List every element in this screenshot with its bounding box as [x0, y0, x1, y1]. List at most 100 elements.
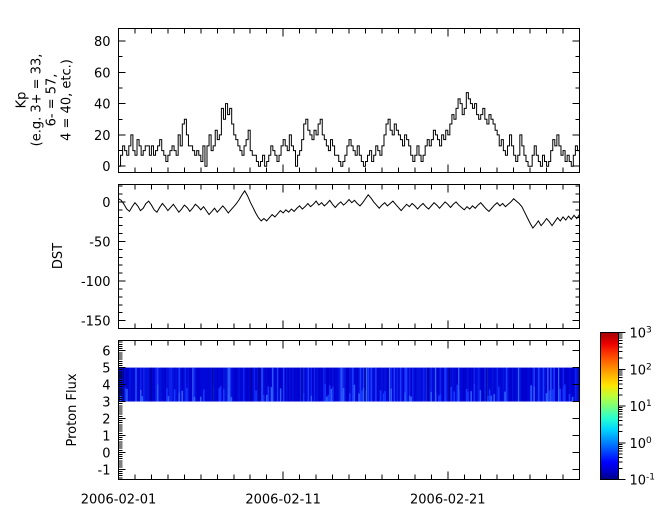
spectrogram-column: [554, 367, 558, 402]
dst-x-ticks: [118, 184, 580, 329]
spectrogram-column: [441, 367, 444, 402]
spectrogram-column-lowband: [199, 396, 203, 402]
spectrogram-column: [455, 367, 458, 402]
spectrogram-column-lowband: [270, 387, 273, 402]
spectrogram-column: [127, 367, 130, 402]
spectrogram-column: [376, 367, 379, 402]
kp-axis-title-line: 4 = 40, etc.): [60, 59, 75, 141]
spectrogram-column: [159, 367, 163, 402]
spectrogram-column: [146, 367, 149, 402]
spectrogram-column: [304, 367, 307, 402]
spectrogram-column: [444, 367, 447, 402]
spectrogram-column: [350, 367, 353, 402]
spectrogram-column: [408, 367, 412, 402]
spectrogram-column-lowband: [329, 385, 332, 402]
proton-flux-y-minor-ticks: [118, 341, 123, 479]
spectrogram-column: [419, 367, 422, 402]
spectrogram-streak-dark: [427, 367, 429, 402]
spectrogram-column: [478, 367, 481, 402]
spectrogram-column: [525, 367, 528, 402]
spectrogram-column: [124, 367, 127, 402]
spectrogram-column: [433, 367, 436, 402]
spectrogram-column: [206, 367, 209, 402]
spectrogram-column: [219, 367, 223, 402]
spectrogram-column-lowband: [453, 391, 456, 402]
colorbar-mantissa: 10: [630, 363, 647, 378]
spectrogram-column: [428, 367, 432, 402]
spectrogram-column: [238, 367, 241, 402]
spectrogram-column: [333, 367, 336, 402]
spectrogram-column: [332, 367, 335, 402]
proton-flux-x-ticks: [118, 340, 580, 480]
spectrogram-column: [534, 367, 538, 402]
spectrogram-column-lowband: [186, 387, 189, 402]
spectrogram-column: [130, 367, 133, 402]
spectrogram-column: [153, 367, 156, 402]
spectrogram-column: [141, 367, 144, 402]
spectrogram-column-lowband: [473, 384, 476, 402]
spectrogram-column: [295, 367, 298, 402]
kp-y-tick-label: 20: [94, 129, 111, 144]
kp-axis-title-line: 6- = 57,: [45, 74, 60, 127]
spectrogram-column: [298, 367, 301, 402]
proton-flux-y-tick-label: 5: [102, 362, 110, 377]
dst-y-tick-labels: 0 -50 -100 -150: [81, 196, 111, 330]
spectrogram-column: [424, 367, 427, 402]
spectrogram-column: [173, 367, 176, 402]
spectrogram-column: [490, 367, 493, 402]
dst-data-trace: [118, 189, 580, 229]
spectrogram-column: [453, 367, 456, 402]
spectrogram-column-lowband: [126, 388, 129, 402]
spectrogram-column: [385, 367, 389, 402]
spectrogram-column: [207, 367, 210, 402]
spectrogram-column-lowband: [332, 386, 335, 402]
spectrogram-column: [198, 367, 201, 402]
kp-axis-title: Kp (e.g. 3+ = 33, 6- = 57, 4 = 40, etc.): [15, 54, 75, 147]
spectrogram-column: [505, 367, 508, 402]
spectrogram-column: [530, 367, 533, 402]
spectrogram-column-lowband: [325, 396, 329, 402]
spectrogram-column: [447, 367, 450, 402]
spectrogram-column-lowband: [267, 386, 270, 402]
kp-y-tick-label: 40: [94, 98, 111, 113]
spectrogram-streak: [365, 367, 368, 402]
spectrogram-column: [468, 367, 471, 402]
proton-flux-axis-title-text: Proton Flux: [65, 373, 80, 446]
spectrogram-column: [459, 367, 462, 402]
spectrogram-column: [290, 367, 293, 402]
spectrogram-column: [189, 367, 192, 402]
spectrogram-column: [396, 367, 399, 402]
kp-x-ticks: [118, 28, 580, 173]
x-axis-date-label: 2006-02-01: [81, 493, 157, 508]
spectrogram-column: [484, 367, 487, 402]
spectrogram-column: [255, 367, 258, 402]
spectrogram-column-lowband: [218, 388, 221, 402]
spectrogram-column-lowband: [562, 387, 565, 402]
spectrogram-column-lowband: [358, 393, 361, 402]
spectrogram-column: [209, 367, 212, 402]
spectrogram-column-lowband: [382, 393, 385, 402]
spectrogram-column: [418, 367, 421, 402]
colorbar-exponent: 3: [646, 326, 652, 336]
dst-axis-title-text: DST: [51, 243, 66, 269]
spectrogram-column-lowband: [167, 396, 170, 402]
spectrogram-column: [565, 367, 568, 402]
spectrogram-column: [416, 367, 419, 402]
spectrogram-column-lowband: [439, 393, 442, 402]
spectrogram-column: [378, 367, 381, 402]
spectrogram-streak-dark: [258, 367, 260, 402]
spectrogram-column: [482, 367, 485, 402]
spectrogram-column: [450, 367, 453, 402]
spectrogram-column: [475, 367, 478, 402]
spectrogram-column: [413, 367, 416, 402]
spectrogram-column: [286, 367, 289, 402]
spectrogram-column-lowband: [405, 393, 408, 402]
spectrogram-column: [548, 367, 551, 402]
spectrogram-column: [398, 367, 401, 402]
spectrogram-column: [504, 367, 507, 402]
spectrogram-column-lowband: [548, 390, 551, 402]
spectrogram-column: [215, 367, 218, 402]
spectrogram-column-lowband: [571, 396, 574, 402]
